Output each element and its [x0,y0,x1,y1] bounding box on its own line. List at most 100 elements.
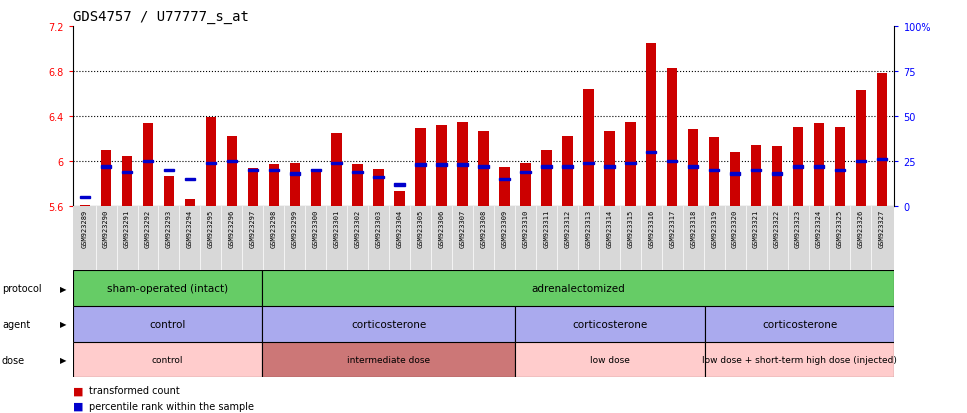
Bar [185,200,195,206]
Bar [122,157,132,206]
Text: adrenalectomized: adrenalectomized [532,283,626,294]
Text: GSM923296: GSM923296 [229,210,235,248]
Bar [877,159,887,161]
Text: control: control [152,355,183,364]
Text: GSM923292: GSM923292 [145,210,151,248]
Bar [352,165,363,206]
Bar [562,166,572,168]
Bar [499,167,510,206]
Text: ▶: ▶ [60,284,67,293]
Bar [604,166,615,168]
Text: GSM923289: GSM923289 [82,210,88,248]
Text: GSM923303: GSM923303 [375,210,382,248]
Text: sham-operated (intact): sham-operated (intact) [106,283,228,294]
Text: GSM923301: GSM923301 [334,210,339,248]
Text: control: control [149,319,186,329]
Bar [542,150,551,206]
Bar [688,130,698,206]
Bar [646,44,657,206]
Bar [248,169,258,172]
Text: agent: agent [2,319,30,329]
Bar [562,137,572,206]
Bar [793,128,804,206]
Text: ■: ■ [73,401,83,411]
Text: intermediate dose: intermediate dose [347,355,430,364]
Text: GSM923315: GSM923315 [628,210,633,248]
Bar [332,133,342,206]
Bar [262,271,894,306]
Bar [80,196,90,199]
Bar [416,164,425,166]
Bar [248,169,258,206]
Bar [163,176,174,206]
Text: GSM923323: GSM923323 [795,210,801,248]
Bar [143,160,153,163]
Bar [226,137,237,206]
Bar [436,164,447,166]
Text: low dose + short-term high dose (injected): low dose + short-term high dose (injecte… [702,355,897,364]
Bar [688,166,698,168]
Bar [814,166,824,168]
Text: corticosterone: corticosterone [572,319,648,329]
Text: dose: dose [2,355,25,365]
Text: GSM923309: GSM923309 [502,210,508,248]
Bar [583,162,594,165]
Text: GSM923326: GSM923326 [858,210,864,248]
Text: GSM923327: GSM923327 [879,210,885,248]
Bar [269,169,279,172]
Bar [143,123,153,206]
Bar [73,271,262,306]
Bar [542,166,551,168]
Text: GDS4757 / U77777_s_at: GDS4757 / U77777_s_at [73,10,249,24]
Bar [73,306,262,342]
Text: corticosterone: corticosterone [762,319,837,329]
Bar [122,171,132,173]
Text: GSM923311: GSM923311 [543,210,549,248]
Text: GSM923321: GSM923321 [753,210,759,248]
Text: GSM923324: GSM923324 [816,210,822,248]
Text: GSM923314: GSM923314 [606,210,612,248]
Bar [520,171,531,173]
Bar [877,74,887,206]
Bar [772,147,782,206]
Bar [772,173,782,176]
Text: GSM923318: GSM923318 [690,210,696,248]
Bar [373,169,384,206]
Bar [80,205,90,206]
Bar [499,178,510,181]
Text: GSM923305: GSM923305 [418,210,424,248]
Text: ▶: ▶ [60,320,67,329]
Text: transformed count: transformed count [89,385,180,395]
Text: GSM923294: GSM923294 [187,210,193,248]
Text: percentile rank within the sample: percentile rank within the sample [89,401,254,411]
Text: GSM923304: GSM923304 [396,210,402,248]
Bar [436,126,447,206]
Text: GSM923300: GSM923300 [312,210,319,248]
Bar [750,169,761,172]
Bar [395,184,405,186]
Text: GSM923310: GSM923310 [522,210,528,248]
Text: GSM923297: GSM923297 [249,210,256,248]
Bar [604,131,615,206]
Bar [101,166,111,168]
Text: ■: ■ [73,385,83,395]
Bar [646,152,657,154]
Bar [705,342,894,377]
Bar [185,178,195,181]
Text: GSM923317: GSM923317 [669,210,675,248]
Bar [835,169,845,172]
Text: GSM923316: GSM923316 [648,210,655,248]
Bar [856,160,866,163]
Text: GSM923290: GSM923290 [103,210,109,248]
Bar [352,171,363,173]
Bar [395,192,405,206]
Text: GSM923307: GSM923307 [459,210,465,248]
Bar [206,118,217,206]
Bar [479,166,488,168]
Text: ▶: ▶ [60,355,67,364]
Text: GSM923306: GSM923306 [439,210,445,248]
Bar [310,169,321,172]
Bar [520,164,531,206]
Bar [163,169,174,172]
Text: GSM923319: GSM923319 [711,210,718,248]
